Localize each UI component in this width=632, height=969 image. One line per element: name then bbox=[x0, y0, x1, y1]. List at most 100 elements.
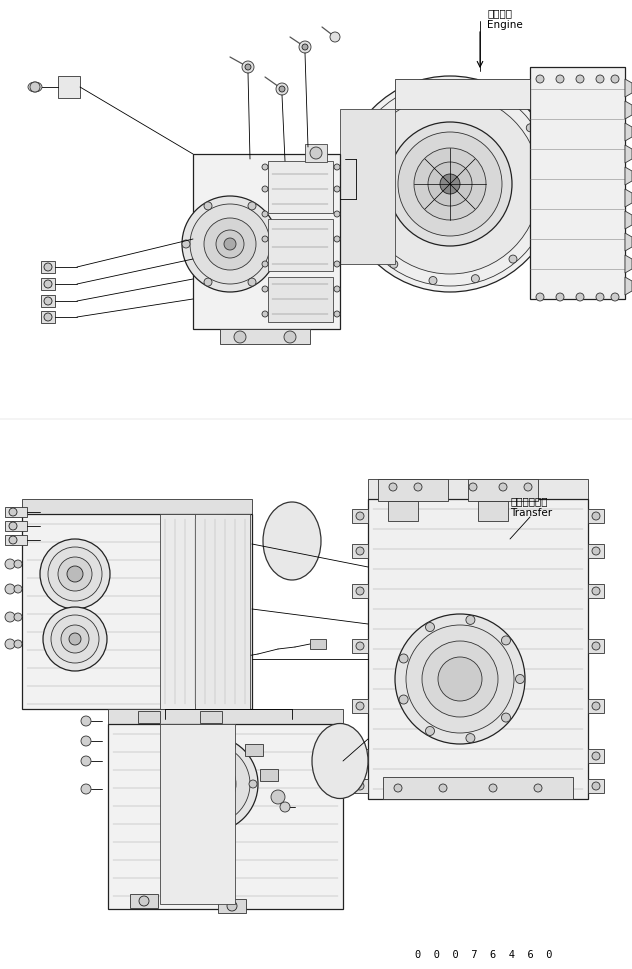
Circle shape bbox=[592, 703, 600, 710]
Bar bbox=[41, 262, 55, 273]
Bar bbox=[268, 162, 333, 214]
Bar bbox=[200, 711, 222, 723]
Bar bbox=[352, 700, 368, 713]
Bar bbox=[41, 296, 55, 308]
Polygon shape bbox=[368, 499, 588, 799]
Circle shape bbox=[270, 240, 278, 249]
Bar bbox=[5, 521, 27, 531]
Bar bbox=[5, 508, 27, 517]
Circle shape bbox=[592, 547, 600, 555]
Bar bbox=[468, 480, 538, 502]
Circle shape bbox=[262, 236, 268, 243]
Circle shape bbox=[14, 613, 22, 621]
Circle shape bbox=[44, 264, 52, 271]
Bar bbox=[588, 584, 604, 599]
Circle shape bbox=[248, 203, 256, 210]
Circle shape bbox=[356, 752, 364, 761]
Circle shape bbox=[466, 734, 475, 743]
Circle shape bbox=[576, 76, 584, 84]
Circle shape bbox=[592, 642, 600, 650]
Circle shape bbox=[81, 784, 91, 795]
Circle shape bbox=[516, 674, 525, 684]
Circle shape bbox=[395, 614, 525, 744]
Bar bbox=[352, 749, 368, 764]
Circle shape bbox=[356, 547, 364, 555]
Circle shape bbox=[262, 312, 268, 318]
Circle shape bbox=[394, 784, 402, 793]
Circle shape bbox=[262, 287, 268, 293]
Circle shape bbox=[611, 76, 619, 84]
Circle shape bbox=[182, 240, 190, 249]
Circle shape bbox=[334, 262, 340, 267]
Circle shape bbox=[535, 222, 543, 231]
Circle shape bbox=[596, 294, 604, 301]
Circle shape bbox=[592, 587, 600, 595]
Bar bbox=[160, 724, 235, 904]
Polygon shape bbox=[22, 515, 252, 709]
Circle shape bbox=[271, 790, 285, 804]
Polygon shape bbox=[625, 168, 632, 186]
Polygon shape bbox=[368, 480, 588, 499]
Circle shape bbox=[356, 513, 364, 520]
Circle shape bbox=[330, 33, 340, 43]
Polygon shape bbox=[108, 709, 343, 724]
Polygon shape bbox=[530, 68, 625, 299]
Circle shape bbox=[334, 287, 340, 293]
Circle shape bbox=[361, 230, 369, 237]
Circle shape bbox=[398, 133, 502, 236]
Circle shape bbox=[204, 778, 216, 790]
Circle shape bbox=[556, 294, 564, 301]
Text: トランスファ: トランスファ bbox=[510, 495, 547, 506]
Circle shape bbox=[182, 197, 278, 293]
Circle shape bbox=[5, 584, 15, 594]
Bar bbox=[195, 515, 250, 709]
Ellipse shape bbox=[312, 724, 368, 798]
Circle shape bbox=[81, 736, 91, 746]
Bar bbox=[41, 312, 55, 324]
Bar bbox=[588, 749, 604, 764]
Polygon shape bbox=[625, 234, 632, 252]
Circle shape bbox=[611, 294, 619, 301]
Circle shape bbox=[284, 331, 296, 344]
Bar bbox=[588, 640, 604, 653]
Circle shape bbox=[501, 713, 511, 722]
Circle shape bbox=[439, 784, 447, 793]
Bar bbox=[200, 649, 218, 661]
Circle shape bbox=[163, 780, 171, 788]
Circle shape bbox=[245, 65, 251, 71]
Circle shape bbox=[51, 615, 99, 664]
Text: 0  0  0  7  6  4  6  0: 0 0 0 7 6 4 6 0 bbox=[415, 949, 552, 959]
Circle shape bbox=[592, 782, 600, 790]
Circle shape bbox=[342, 77, 558, 293]
Circle shape bbox=[334, 212, 340, 218]
Circle shape bbox=[248, 279, 256, 287]
Circle shape bbox=[162, 736, 258, 832]
Circle shape bbox=[262, 212, 268, 218]
Bar bbox=[5, 536, 27, 546]
Circle shape bbox=[495, 96, 503, 104]
Ellipse shape bbox=[28, 83, 42, 93]
Circle shape bbox=[9, 537, 17, 545]
Circle shape bbox=[509, 256, 517, 264]
Circle shape bbox=[576, 294, 584, 301]
Circle shape bbox=[14, 585, 22, 593]
Bar bbox=[588, 779, 604, 794]
Circle shape bbox=[170, 744, 250, 825]
Polygon shape bbox=[625, 146, 632, 164]
Circle shape bbox=[536, 76, 544, 84]
Circle shape bbox=[348, 83, 552, 287]
Text: エンジン: エンジン bbox=[487, 8, 512, 18]
Circle shape bbox=[466, 615, 475, 625]
Circle shape bbox=[48, 547, 102, 602]
Circle shape bbox=[185, 743, 193, 751]
Polygon shape bbox=[625, 190, 632, 207]
Circle shape bbox=[190, 204, 270, 285]
Circle shape bbox=[9, 522, 17, 530]
Bar bbox=[160, 515, 225, 709]
Circle shape bbox=[356, 703, 364, 710]
Circle shape bbox=[390, 261, 398, 269]
Circle shape bbox=[310, 148, 322, 160]
Circle shape bbox=[526, 125, 534, 133]
Circle shape bbox=[299, 42, 311, 54]
Bar bbox=[138, 711, 160, 723]
